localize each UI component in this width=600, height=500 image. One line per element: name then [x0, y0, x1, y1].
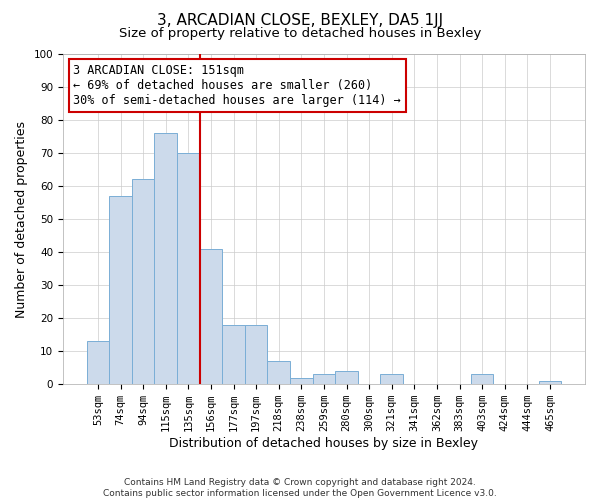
Bar [268, 361, 290, 384]
Bar [539, 381, 561, 384]
Bar [471, 374, 493, 384]
Text: 3, ARCADIAN CLOSE, BEXLEY, DA5 1JJ: 3, ARCADIAN CLOSE, BEXLEY, DA5 1JJ [157, 12, 443, 28]
Bar [313, 374, 335, 384]
Text: Contains HM Land Registry data © Crown copyright and database right 2024.
Contai: Contains HM Land Registry data © Crown c… [103, 478, 497, 498]
X-axis label: Distribution of detached houses by size in Bexley: Distribution of detached houses by size … [169, 437, 478, 450]
Bar [132, 180, 154, 384]
Bar [380, 374, 403, 384]
Text: Size of property relative to detached houses in Bexley: Size of property relative to detached ho… [119, 28, 481, 40]
Bar [177, 153, 200, 384]
Y-axis label: Number of detached properties: Number of detached properties [15, 120, 28, 318]
Bar [86, 342, 109, 384]
Bar [109, 196, 132, 384]
Bar [290, 378, 313, 384]
Bar [222, 325, 245, 384]
Bar [200, 249, 222, 384]
Bar [335, 371, 358, 384]
Text: 3 ARCADIAN CLOSE: 151sqm
← 69% of detached houses are smaller (260)
30% of semi-: 3 ARCADIAN CLOSE: 151sqm ← 69% of detach… [73, 64, 401, 107]
Bar [154, 134, 177, 384]
Bar [245, 325, 268, 384]
